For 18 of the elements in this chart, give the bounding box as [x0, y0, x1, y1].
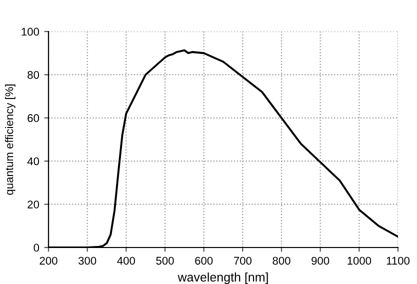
x-tick-label: 300	[78, 256, 96, 265]
x-axis-title: wavelength [nm]	[178, 272, 268, 284]
y-tick-label: 40	[27, 157, 40, 166]
x-tick-label: 200	[40, 256, 58, 265]
y-tick-label: 60	[28, 114, 40, 122]
x-tick-label: 500	[156, 256, 174, 265]
y-tick-label: 80	[28, 70, 40, 79]
x-tick-label: 700	[234, 256, 252, 265]
x-tick-label: 400	[117, 256, 135, 265]
y-axis-title: quantum efficiency [%]	[5, 84, 16, 195]
x-tick-label: 800	[272, 256, 290, 265]
x-tick-label: 600	[195, 256, 213, 265]
y-tick-label: 100	[22, 28, 40, 36]
x-tick-label: 900	[312, 256, 330, 265]
x-tick-label: 1100	[386, 256, 410, 265]
y-tick-label: 0	[34, 244, 40, 252]
x-tick-label: 1000	[348, 256, 372, 265]
y-tick-label: 20	[28, 200, 40, 208]
